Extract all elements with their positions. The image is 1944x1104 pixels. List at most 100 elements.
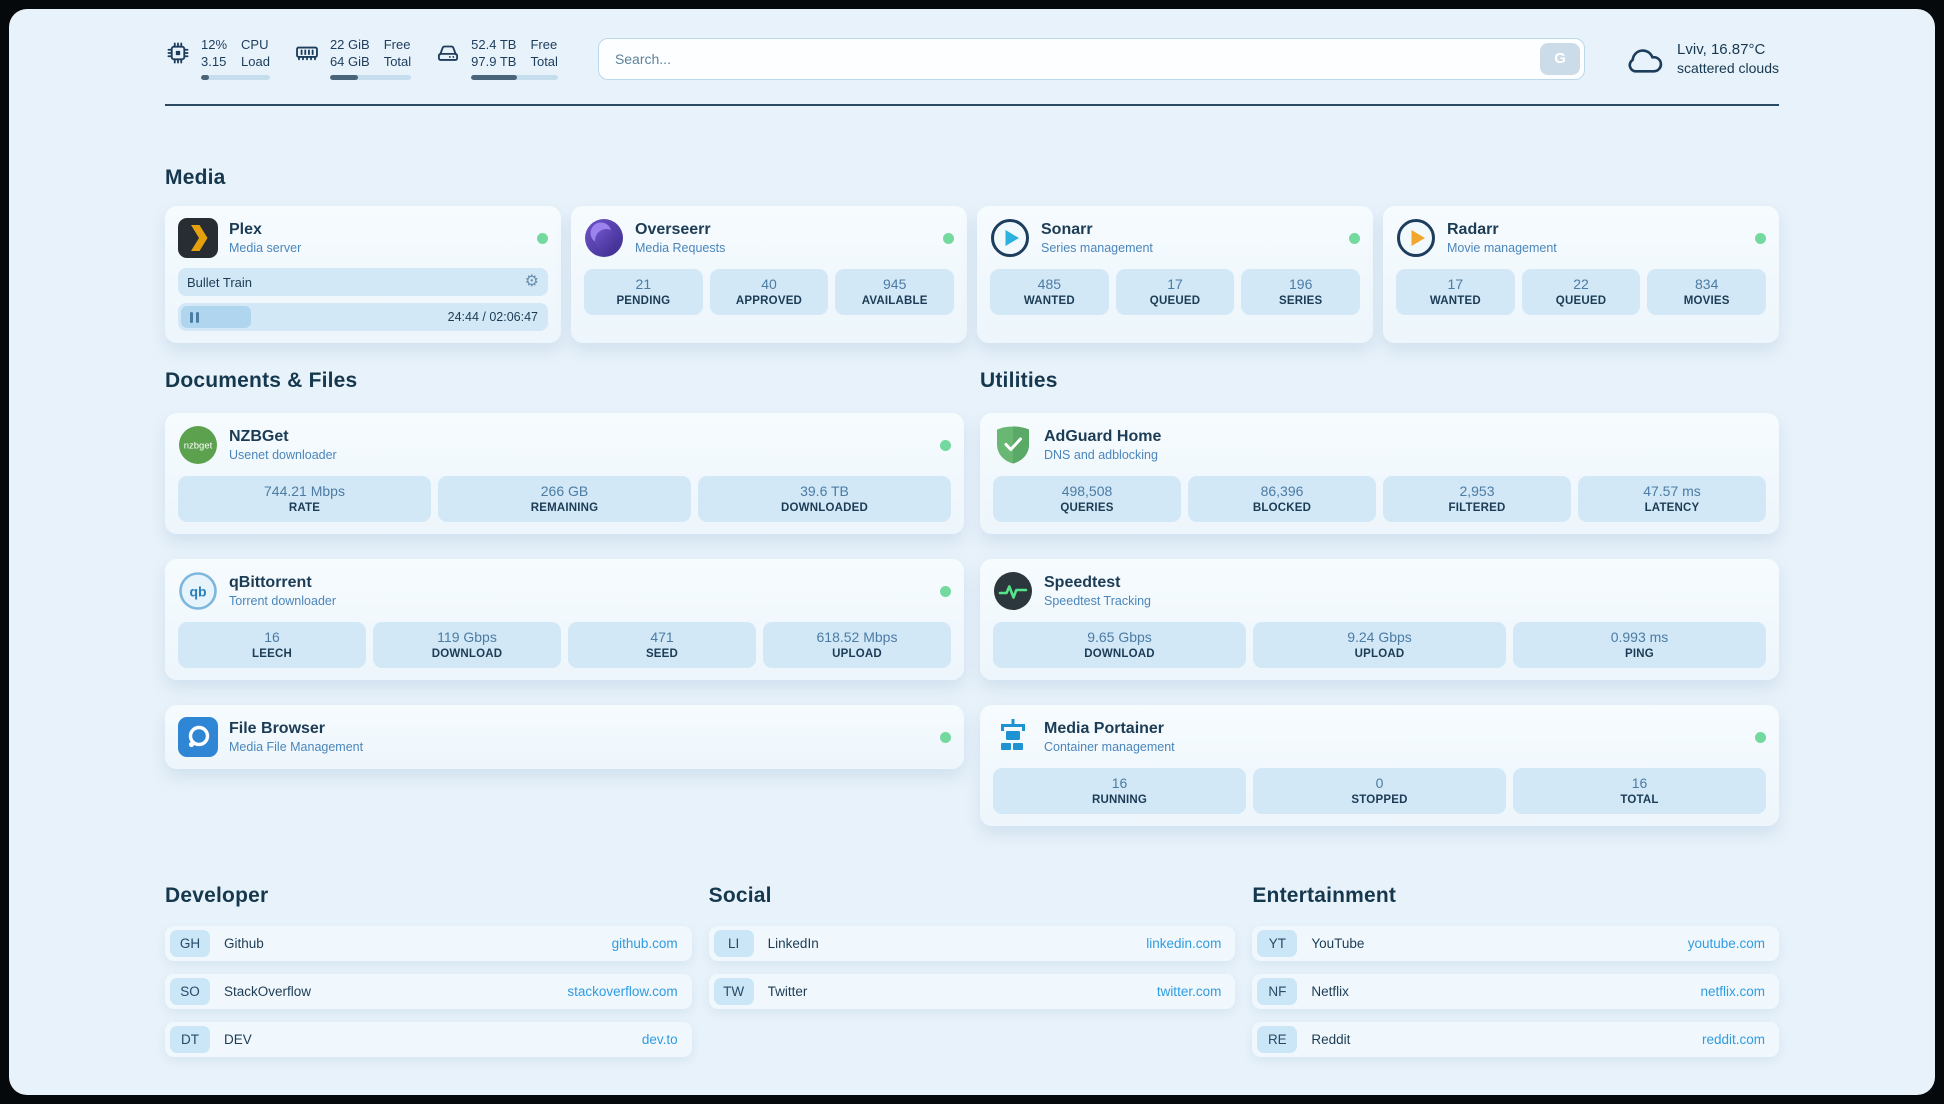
link-abbr: GH	[170, 930, 210, 957]
stat-downloaded: 39.6 TB DOWNLOADED	[698, 476, 951, 522]
status-dot	[1755, 232, 1766, 244]
plex-card[interactable]: Plex Media server Bullet Train ⚙ 24:44 /…	[165, 206, 561, 343]
overseerr-icon	[584, 218, 624, 258]
link-name: DEV	[224, 1032, 252, 1047]
nzbget-card[interactable]: nzbget NZBGet Usenet downloader 744.21 M…	[165, 413, 964, 534]
link-url[interactable]: stackoverflow.com	[567, 984, 678, 999]
section-title-developer: Developer	[165, 884, 269, 907]
service-name: Sonarr	[1041, 221, 1093, 238]
link-abbr: LI	[713, 930, 754, 957]
adguard-icon	[993, 425, 1033, 465]
utilities-section: Utilities AdGuard Home DNS and adblockin…	[980, 369, 1779, 826]
section-title-entertainment: Entertainment	[1252, 884, 1397, 907]
ram-metric: 22 GiB Free 64 GiB Total	[294, 37, 412, 80]
stat-approved: 40 APPROVED	[709, 269, 829, 315]
link-row-github[interactable]: GH Github github.com	[165, 926, 692, 961]
link-url[interactable]: github.com	[611, 936, 678, 951]
link-row-youtube[interactable]: YT YouTube youtube.com	[1252, 926, 1779, 961]
svg-text:qb: qb	[189, 584, 206, 600]
cpu-progress-bar	[201, 75, 270, 80]
stat-total: 16 TOTAL	[1513, 768, 1766, 814]
stat-upload: 9.24 Gbps UPLOAD	[1253, 622, 1506, 668]
entertainment-section: Entertainment YT YouTube youtube.com NF …	[1252, 884, 1779, 1057]
link-row-linkedin[interactable]: LI LinkedIn linkedin.com	[708, 926, 1236, 961]
stat-download: 9.65 Gbps DOWNLOAD	[993, 622, 1246, 668]
svg-text:nzbget: nzbget	[184, 441, 213, 452]
filebrowser-card[interactable]: File Browser Media File Management	[165, 705, 964, 769]
stat-rate: 744.21 Mbps RATE	[178, 476, 431, 522]
section-title-utilities: Utilities	[980, 369, 1058, 392]
status-dot	[940, 585, 951, 597]
portainer-card[interactable]: Media Portainer Container management 16 …	[980, 705, 1779, 826]
link-url[interactable]: dev.to	[641, 1032, 678, 1047]
link-url[interactable]: linkedin.com	[1146, 936, 1222, 951]
link-abbr: YT	[1257, 930, 1298, 957]
link-abbr: SO	[170, 978, 210, 1005]
stat-queued: 17 QUEUED	[1115, 269, 1235, 315]
ram-total-value: 64 GiB	[329, 54, 370, 69]
link-row-dev[interactable]: DT DEV dev.to	[165, 1022, 692, 1057]
stat-available: 945 AVAILABLE	[835, 269, 955, 315]
section-title-documents: Documents & Files	[165, 369, 358, 392]
sonarr-card[interactable]: Sonarr Series management 485 WANTED 17 Q…	[977, 206, 1373, 343]
dashboard-window: 12% CPU 3.15 Load	[9, 9, 1935, 1095]
link-row-netflix[interactable]: NF Netflix netflix.com	[1252, 974, 1779, 1009]
status-dot	[943, 232, 954, 244]
service-subtitle: Media File Management	[229, 740, 364, 754]
overseerr-card[interactable]: Overseerr Media Requests 21 PENDING 40 A…	[571, 206, 967, 343]
speedtest-card[interactable]: Speedtest Speedtest Tracking 9.65 Gbps D…	[980, 559, 1779, 680]
radarr-card[interactable]: Radarr Movie management 17 WANTED 22 QUE…	[1383, 206, 1779, 343]
cpu-label: CPU	[241, 37, 269, 52]
service-subtitle: DNS and adblocking	[1044, 448, 1158, 462]
link-url[interactable]: reddit.com	[1701, 1032, 1765, 1047]
search-input[interactable]	[597, 37, 1586, 80]
media-section: Media Plex Media server Bullet Train ⚙	[165, 166, 1779, 343]
top-bar: 12% CPU 3.15 Load	[165, 37, 1779, 80]
topbar-divider	[165, 104, 1779, 106]
service-subtitle: Media server	[229, 241, 302, 255]
weather-location: Lviv, 16.87°C	[1677, 41, 1766, 58]
link-row-twitter[interactable]: TW Twitter twitter.com	[708, 974, 1236, 1009]
service-name: qBittorrent	[229, 574, 312, 591]
service-subtitle: Movie management	[1447, 241, 1557, 255]
cpu-load-value: 3.15	[201, 54, 227, 69]
service-name: Plex	[229, 221, 262, 238]
stat-ping: 0.993 ms PING	[1513, 622, 1766, 668]
pause-icon[interactable]	[190, 311, 199, 323]
link-abbr: DT	[170, 1026, 210, 1053]
link-url[interactable]: youtube.com	[1687, 936, 1765, 951]
nzbget-icon: nzbget	[178, 425, 218, 465]
disk-total-label: Total	[530, 54, 558, 69]
now-playing-title: Bullet Train	[187, 274, 253, 290]
ram-icon	[294, 40, 320, 66]
service-subtitle: Series management	[1041, 241, 1153, 255]
stat-movies: 834 MOVIES	[1647, 269, 1767, 315]
ram-free-value: 22 GiB	[329, 37, 370, 52]
stat-upload: 618.52 Mbps UPLOAD	[763, 622, 951, 668]
stat-running: 16 RUNNING	[993, 768, 1246, 814]
adguard-card[interactable]: AdGuard Home DNS and adblocking 498,508 …	[980, 413, 1779, 534]
service-name: Media Portainer	[1044, 720, 1165, 737]
social-section: Social LI LinkedIn linkedin.com TW Twitt…	[708, 884, 1236, 1057]
stat-pending: 21 PENDING	[584, 269, 703, 315]
now-playing-row: Bullet Train ⚙	[178, 268, 548, 296]
stat-latency: 47.57 ms LATENCY	[1578, 476, 1766, 522]
link-url[interactable]: twitter.com	[1156, 984, 1222, 999]
search-bar: G	[597, 37, 1586, 80]
filebrowser-icon	[178, 717, 218, 757]
sonarr-icon	[990, 218, 1030, 258]
cpu-usage-value: 12%	[201, 37, 228, 52]
stat-queued: 22 QUEUED	[1521, 269, 1641, 315]
search-engine-button[interactable]: G	[1540, 42, 1581, 75]
qbittorrent-card[interactable]: qb qBittorrent Torrent downloader 16 LEE…	[165, 559, 964, 680]
cloud-icon	[1625, 43, 1665, 75]
playback-progress: 24:44 / 02:06:47	[178, 303, 548, 331]
link-url[interactable]: netflix.com	[1700, 984, 1765, 999]
link-name: Twitter	[767, 984, 808, 999]
gear-icon[interactable]: ⚙	[524, 273, 539, 290]
link-row-reddit[interactable]: RE Reddit reddit.com	[1252, 1022, 1779, 1057]
service-name: File Browser	[229, 720, 326, 737]
link-row-stackoverflow[interactable]: SO StackOverflow stackoverflow.com	[165, 974, 692, 1009]
section-title-social: Social	[708, 884, 772, 907]
ram-free-label: Free	[383, 37, 411, 52]
